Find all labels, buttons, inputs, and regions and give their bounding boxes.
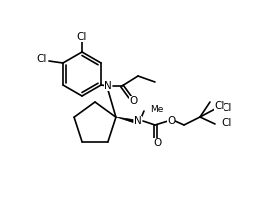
Text: Cl: Cl xyxy=(214,101,224,111)
Text: Cl: Cl xyxy=(221,118,231,128)
Text: O: O xyxy=(129,96,137,106)
Text: O: O xyxy=(167,116,175,126)
Text: Cl: Cl xyxy=(221,103,231,113)
Polygon shape xyxy=(117,117,133,122)
Text: Cl: Cl xyxy=(77,32,87,42)
Text: Me: Me xyxy=(150,104,163,113)
Text: O: O xyxy=(153,138,161,148)
Text: Cl: Cl xyxy=(37,54,47,64)
Text: N: N xyxy=(134,116,142,126)
Text: N: N xyxy=(104,81,112,91)
